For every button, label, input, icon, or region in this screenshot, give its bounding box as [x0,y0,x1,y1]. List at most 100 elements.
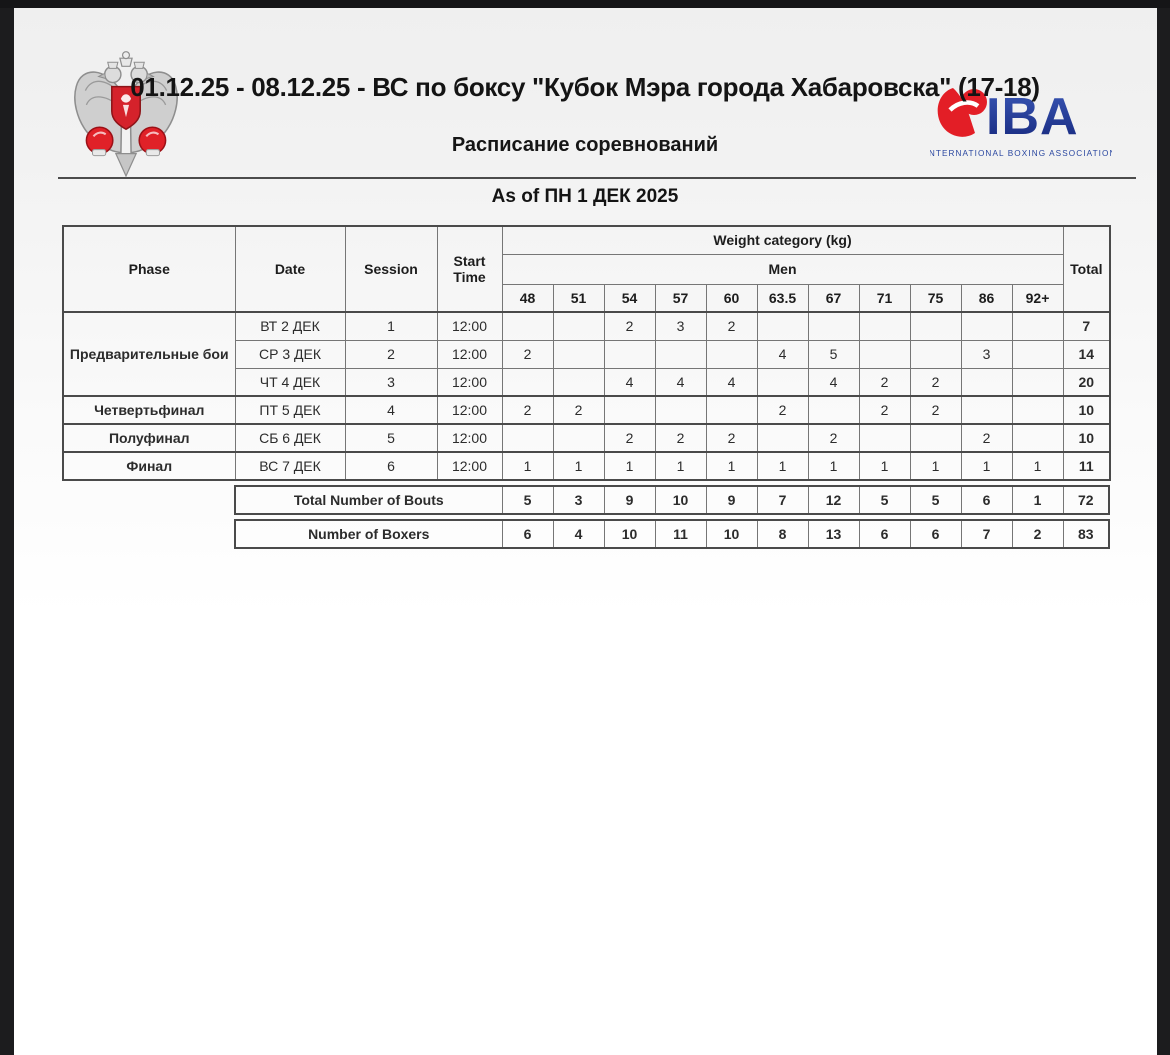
weight-cell: 3 [960,339,1013,369]
boxers-cell: 4 [552,519,605,549]
boxers-cell: 11 [654,519,707,549]
weight-cell: 1 [909,451,962,481]
date-cell: ВТ 2 ДЕК [234,311,346,341]
col-header-phase: Phase [62,225,236,313]
as-of-date: As of ПН 1 ДЕК 2025 [491,186,679,207]
boxers-cell: 6 [909,519,962,549]
phase-cell: Предварительные бои [62,311,236,397]
weight-cell: 1 [858,451,911,481]
weight-cell: 1 [705,451,758,481]
weight-cell: 2 [501,339,554,369]
weight-cell [552,311,605,341]
weight-cell [705,339,758,369]
schedule-table: Phase Date Session Start Time Weight cat… [62,225,1112,481]
start-time-cell: 12:00 [436,423,503,453]
weight-cell [858,339,911,369]
total-bouts-table: Total Number of Bouts 5 3 9 10 9 7 12 5 … [234,485,1110,515]
weight-cell [705,395,758,425]
weight-cell [909,423,962,453]
weight-header: 75 [909,283,962,313]
bouts-cell: 6 [960,485,1013,515]
total-cell: 10 [1062,395,1111,425]
weight-cell [552,339,605,369]
schedule-table-wrapper: Phase Date Session Start Time Weight cat… [62,225,1112,549]
weight-header: 86 [960,283,1013,313]
photo-edge-right [1157,0,1170,1055]
bouts-cell: 5 [501,485,554,515]
col-header-weight-category: Weight category (kg) [501,225,1064,255]
boxers-cell: 6 [858,519,911,549]
photo-edge-left [0,0,14,1055]
col-header-start-time: Start Time [436,225,503,313]
start-time-cell: 12:00 [436,451,503,481]
session-cell: 6 [344,451,438,481]
weight-cell: 5 [807,339,860,369]
number-of-boxers-table: Number of Boxers 6 4 10 11 10 8 13 6 6 7… [234,519,1110,549]
weight-cell: 2 [909,395,962,425]
weight-cell: 1 [501,451,554,481]
phase-cell: Полуфинал [62,423,236,453]
session-cell: 5 [344,423,438,453]
boxers-cell: 2 [1011,519,1064,549]
start-time-cell: 12:00 [436,395,503,425]
weight-cell: 4 [603,367,656,397]
iba-tagline: INTERNATIONAL BOXING ASSOCIATION [930,149,1112,158]
weight-cell: 2 [654,423,707,453]
weight-header: 54 [603,283,656,313]
weight-cell: 2 [960,423,1013,453]
bouts-cell: 9 [603,485,656,515]
total-cell: 83 [1062,519,1110,549]
table-row: Финал ВС 7 ДЕК 6 12:00 1 1 1 1 1 1 1 1 1… [62,451,1111,481]
weight-cell [501,367,554,397]
document-page: IBA INTERNATIONAL BOXING ASSOCIATION 01.… [14,8,1157,1055]
weight-cell [756,311,809,341]
start-time-cell: 12:00 [436,311,503,341]
weight-header: 63.5 [756,283,809,313]
bouts-cell: 5 [858,485,911,515]
weight-cell [654,395,707,425]
document-header: IBA INTERNATIONAL BOXING ASSOCIATION 01.… [62,8,1112,178]
weight-cell: 1 [756,451,809,481]
boxers-cell: 8 [756,519,809,549]
session-cell: 1 [344,311,438,341]
weight-cell [756,423,809,453]
page-title: 01.12.25 - 08.12.25 - ВС по боксу "Кубок… [130,72,1040,102]
weight-cell [1011,339,1064,369]
start-time-cell: 12:00 [436,339,503,369]
iba-glove-icon [937,88,975,137]
weight-cell [909,339,962,369]
iba-letters: IBA [986,88,1079,146]
weight-cell: 1 [960,451,1013,481]
weight-cell: 2 [807,423,860,453]
weight-cell: 2 [858,395,911,425]
weight-header: 51 [552,283,605,313]
total-cell: 7 [1062,311,1111,341]
weight-cell: 2 [756,395,809,425]
session-cell: 2 [344,339,438,369]
total-cell: 20 [1062,367,1111,397]
weight-cell [1011,311,1064,341]
header-divider [58,177,1136,179]
weight-cell: 2 [705,311,758,341]
weight-cell: 1 [603,451,656,481]
bouts-cell: 1 [1011,485,1064,515]
table-row: Четвертьфинал ПТ 5 ДЕК 4 12:00 2 2 2 2 2… [62,395,1111,425]
weight-cell [1011,395,1064,425]
bouts-cell: 10 [654,485,707,515]
boxers-cell: 10 [603,519,656,549]
summary-label: Number of Boxers [234,519,503,549]
weight-cell [909,311,962,341]
bouts-cell: 9 [705,485,758,515]
weight-cell [501,311,554,341]
table-row: СР 3 ДЕК 2 12:00 2 4 5 3 14 [63,339,1111,369]
weight-cell [960,367,1013,397]
boxers-cell: 13 [807,519,860,549]
weight-cell [858,423,911,453]
boxing-federation-emblem-icon [74,51,178,178]
weight-cell: 2 [858,367,911,397]
weight-cell: 4 [756,339,809,369]
weight-cell: 2 [909,367,962,397]
weight-cell: 2 [705,423,758,453]
weight-cell [858,311,911,341]
start-time-cell: 12:00 [436,367,503,397]
